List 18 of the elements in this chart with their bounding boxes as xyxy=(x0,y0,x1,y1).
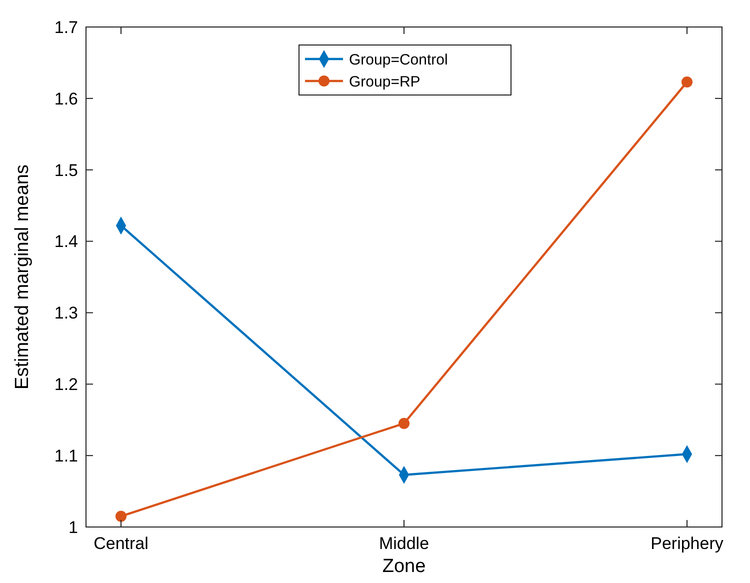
y-tick-label: 1.7 xyxy=(54,18,78,37)
x-tick-label: Periphery xyxy=(650,534,724,553)
y-tick-label: 1 xyxy=(68,518,78,537)
legend-label: Group=RP xyxy=(349,73,420,90)
y-tick-label: 1.6 xyxy=(54,89,78,108)
y-tick-label: 1.5 xyxy=(54,160,78,180)
x-tick-label: Central xyxy=(94,534,148,553)
point xyxy=(398,418,410,429)
y-tick-label: 1.1 xyxy=(54,446,78,466)
point xyxy=(115,510,127,522)
y-tick-label: 1.3 xyxy=(54,304,78,323)
x-tick-label: Middle xyxy=(378,534,430,553)
x-axis-title: Zone xyxy=(382,556,426,577)
y-axis-title: Estimated marginal means xyxy=(12,164,33,390)
point xyxy=(681,76,693,88)
legend-label: Group=Control xyxy=(349,51,448,68)
y-tick-label: 1.4 xyxy=(54,232,78,252)
y-tick-label: 1.2 xyxy=(54,375,78,394)
